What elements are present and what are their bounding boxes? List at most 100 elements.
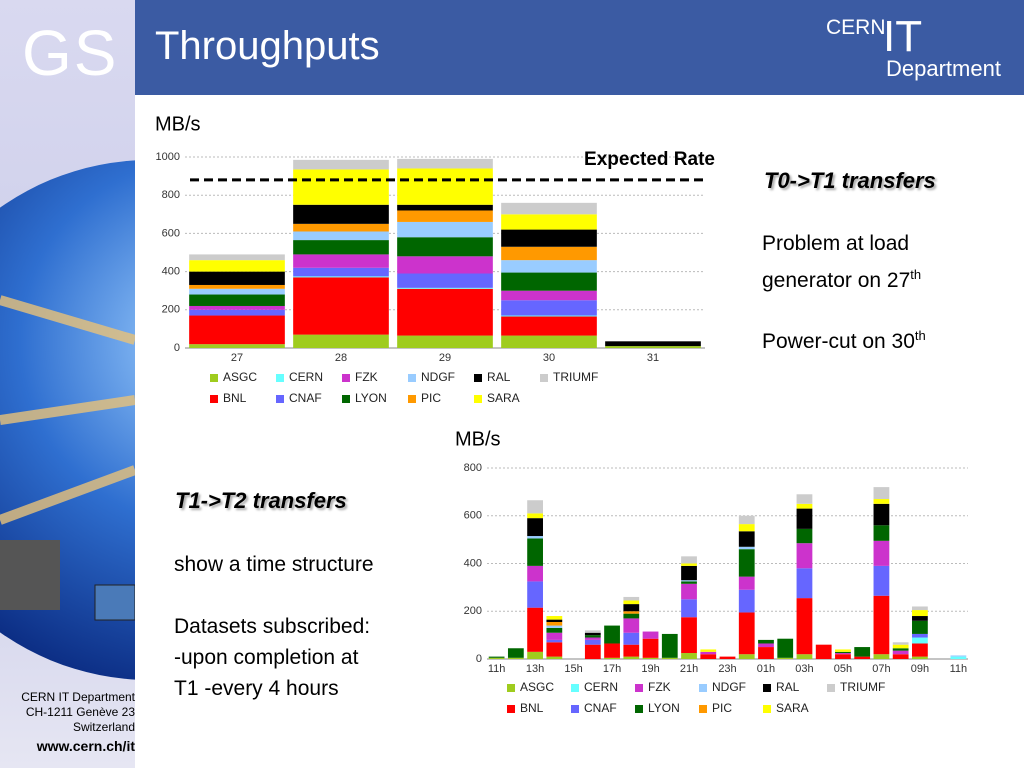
bar-segment: [873, 654, 890, 659]
bar-segment: [584, 637, 601, 640]
legend-swatch: [763, 705, 771, 713]
bar-segment: [796, 543, 813, 569]
bar-segment: [527, 607, 543, 652]
legend-swatch: [827, 684, 835, 692]
bar-segment: [546, 627, 563, 633]
bar-segment: [189, 344, 285, 348]
bar-segment: [738, 531, 755, 547]
legend-label: NDGF: [421, 370, 455, 384]
bar-segment: [835, 649, 851, 652]
note-text: Problem at load generator on 27: [762, 232, 911, 292]
bar-segment: [912, 620, 928, 634]
note-text: Power-cut on 30: [762, 330, 915, 353]
bar-segment: [501, 246, 597, 261]
bar-segment: [777, 638, 794, 658]
bar-segment: [758, 643, 774, 648]
laptop: [94, 584, 135, 621]
bar-segment: [892, 654, 909, 659]
bar-segment: [501, 300, 597, 316]
bar-segment: [681, 563, 697, 566]
bar-segment: [546, 656, 563, 659]
x-tick-label: 07h: [872, 663, 890, 675]
brand-department: Department: [886, 56, 1001, 81]
bar-segment: [527, 581, 543, 608]
bar-segment: [719, 656, 736, 659]
bar-segment: [605, 341, 701, 347]
bar-segment: [835, 651, 851, 654]
beam: [0, 295, 135, 525]
legend-label: ASGC: [520, 680, 554, 694]
sidebar: GS: [0, 0, 135, 768]
t1t2-heading: T1->T2 transfers: [175, 488, 347, 513]
bar-segment: [873, 525, 890, 541]
bar-segment: [835, 654, 851, 659]
bar-segment: [681, 556, 697, 564]
bar-segment: [501, 290, 597, 301]
bar-segment: [623, 611, 640, 614]
bar-segment: [527, 513, 543, 519]
y-tick-label: 200: [162, 304, 180, 316]
legend-swatch: [763, 684, 771, 692]
bar-segment: [700, 649, 717, 652]
bar-segment: [546, 619, 563, 622]
legend-label: FZK: [355, 370, 378, 384]
bar-segment: [584, 644, 601, 659]
bar-segment: [501, 272, 597, 291]
x-tick-label: 21h: [680, 663, 698, 675]
t0t1-note: Problem at load generator on 27th: [762, 228, 982, 296]
bar-segment: [796, 654, 813, 659]
legend-swatch: [408, 395, 416, 403]
t0t1-heading: T0->T1 transfers: [764, 168, 936, 193]
bar-segment: [681, 617, 697, 654]
bar-segment: [873, 565, 890, 596]
legend-swatch: [507, 684, 515, 692]
x-tick-label: 05h: [834, 663, 852, 675]
legend-swatch: [276, 395, 284, 403]
x-tick-label: 27: [231, 352, 243, 364]
bar-segment: [546, 639, 563, 643]
x-tick-label: 23h: [718, 663, 736, 675]
bar-segment: [738, 546, 755, 550]
t1t2-note: -upon completion at: [174, 646, 359, 669]
bar-segment: [623, 644, 640, 657]
bar-segment: [488, 656, 505, 658]
x-tick-label: 19h: [641, 663, 659, 675]
bar-segment: [623, 600, 640, 605]
brand-it: IT: [883, 12, 923, 61]
bar-segment: [854, 656, 871, 659]
legend-swatch: [699, 705, 707, 713]
footer-line: CERN IT Department: [21, 690, 135, 704]
footer-line: CH-1211 Genève 23: [25, 705, 135, 719]
bar-segment: [584, 635, 601, 638]
bar-segment: [623, 632, 640, 645]
footer: CERN IT Department CH-1211 Genève 23 Swi…: [0, 690, 135, 754]
bar-segment: [397, 288, 493, 336]
bar-segment: [623, 656, 640, 659]
bar-segment: [796, 508, 813, 529]
bar-segment: [873, 595, 890, 655]
y-tick-label: 200: [464, 605, 482, 617]
bar-segment: [892, 648, 909, 651]
bar-segment: [623, 613, 640, 619]
y-axis-label: MB/s: [155, 113, 201, 135]
bar-segment: [681, 583, 697, 600]
legend-label: LYON: [648, 701, 680, 715]
bar-segment: [681, 580, 697, 582]
note-sup: th: [910, 267, 922, 282]
legend-swatch: [474, 374, 482, 382]
bar-segment: [507, 657, 524, 659]
bar-segment: [796, 528, 813, 544]
x-tick-label: 17h: [603, 663, 621, 675]
legend-label: TRIUMF: [840, 680, 885, 694]
legend-swatch: [276, 374, 284, 382]
x-tick-label: 13h: [526, 663, 544, 675]
bar-segment: [758, 639, 774, 644]
legend-swatch: [210, 395, 218, 403]
x-tick-label: 29: [439, 352, 451, 364]
logo: GS: [22, 17, 119, 89]
legend-swatch: [571, 705, 579, 713]
bar-segment: [854, 647, 871, 657]
bar-segment: [293, 267, 389, 277]
bar-segment: [738, 549, 755, 577]
